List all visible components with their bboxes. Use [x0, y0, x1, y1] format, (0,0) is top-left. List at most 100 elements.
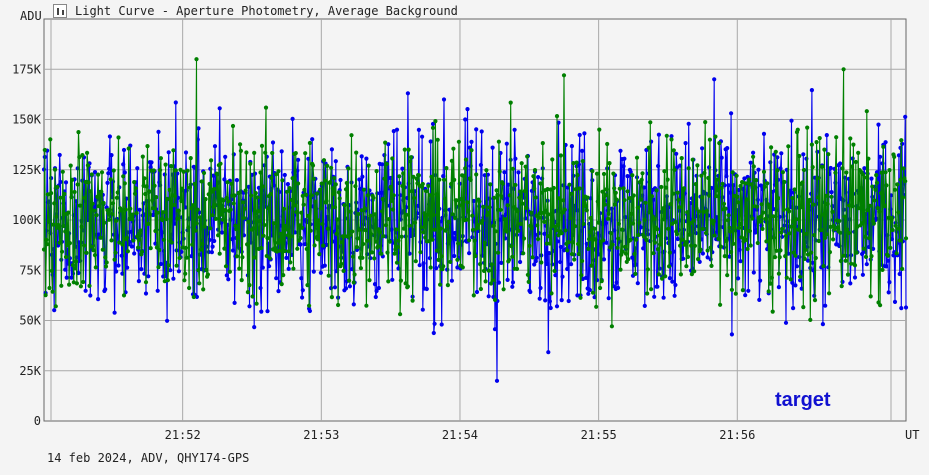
data-point: [489, 262, 494, 267]
data-point: [862, 166, 867, 171]
data-point: [492, 195, 497, 200]
data-point: [165, 196, 170, 202]
data-point: [46, 219, 51, 224]
data-point: [186, 225, 191, 230]
data-point: [586, 291, 591, 296]
data-point: [621, 164, 626, 169]
data-point: [317, 252, 322, 257]
data-point: [51, 222, 56, 227]
data-point: [816, 195, 821, 200]
data-point: [374, 288, 379, 294]
data-point: [830, 209, 835, 214]
data-point: [245, 290, 250, 295]
data-point: [639, 177, 644, 182]
data-point: [363, 228, 368, 233]
data-point: [192, 181, 197, 187]
data-point: [295, 246, 300, 251]
data-point: [85, 150, 90, 155]
data-point: [439, 322, 444, 327]
data-point: [372, 212, 378, 217]
data-point: [400, 166, 405, 171]
data-point: [808, 317, 813, 322]
data-point: [729, 332, 735, 337]
data-point: [542, 231, 547, 236]
data-point: [614, 197, 619, 202]
data-point: [91, 248, 96, 253]
data-point: [48, 137, 53, 142]
data-point: [655, 284, 660, 289]
data-point: [601, 171, 607, 177]
data-point: [754, 178, 759, 183]
data-point: [565, 248, 570, 253]
data-point: [133, 186, 138, 191]
data-point: [663, 274, 668, 279]
data-point: [590, 169, 595, 174]
data-point: [796, 227, 801, 232]
data-point: [286, 266, 291, 271]
data-point: [698, 247, 703, 252]
data-point: [659, 184, 664, 190]
data-point: [446, 219, 451, 225]
data-point: [110, 212, 115, 217]
data-point: [41, 167, 47, 172]
data-point: [802, 256, 807, 261]
data-point: [55, 184, 60, 190]
data-point: [783, 233, 789, 239]
data-point: [183, 245, 189, 250]
data-point: [63, 229, 68, 234]
data-point: [628, 169, 633, 175]
data-point: [372, 256, 377, 261]
data-point: [554, 114, 560, 119]
data-point: [139, 249, 145, 254]
data-point: [198, 215, 203, 220]
chart-icon[interactable]: [53, 4, 67, 18]
data-point: [878, 191, 884, 196]
data-point: [775, 168, 780, 173]
data-point: [270, 140, 276, 145]
data-point: [337, 196, 342, 201]
data-point: [132, 251, 137, 256]
data-point: [285, 182, 290, 187]
data-point: [501, 287, 506, 292]
data-point: [483, 279, 488, 284]
data-point: [550, 157, 555, 162]
data-point: [205, 272, 210, 277]
data-point: [536, 237, 541, 242]
data-point: [524, 205, 529, 211]
data-point: [346, 166, 351, 171]
data-point: [503, 217, 509, 222]
data-point: [291, 266, 296, 271]
data-point: [812, 298, 818, 303]
data-point: [896, 226, 902, 231]
data-point: [246, 219, 251, 224]
data-point: [105, 180, 110, 185]
data-point: [517, 195, 522, 200]
data-point: [786, 144, 791, 149]
data-point: [61, 223, 66, 229]
data-point: [611, 171, 616, 176]
data-point: [749, 182, 754, 187]
data-point: [199, 179, 204, 184]
data-point: [891, 253, 896, 258]
x-tick-label: 21:55: [581, 428, 617, 442]
data-point: [73, 266, 78, 271]
target-label: target: [775, 389, 831, 411]
data-point: [380, 196, 385, 202]
data-point: [240, 255, 245, 260]
data-point: [686, 166, 691, 171]
data-point: [580, 159, 585, 164]
data-point: [474, 226, 480, 231]
data-point: [703, 230, 709, 236]
data-point: [620, 249, 625, 254]
data-point: [114, 195, 119, 200]
data-point: [169, 240, 174, 245]
data-point: [56, 226, 62, 231]
data-point: [305, 283, 310, 288]
data-point: [727, 254, 732, 259]
data-point: [696, 209, 702, 214]
data-point: [879, 170, 884, 175]
data-point: [496, 250, 501, 255]
data-point: [194, 57, 199, 62]
data-point: [109, 238, 114, 243]
data-point: [242, 206, 247, 211]
